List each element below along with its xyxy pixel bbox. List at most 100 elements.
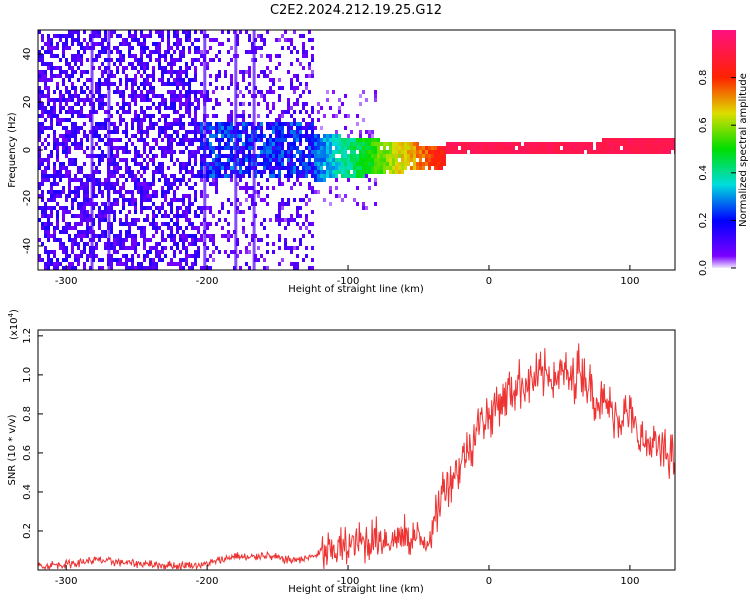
heatmap-cell — [89, 230, 92, 234]
heatmap-cell — [83, 114, 86, 118]
heatmap-cell — [260, 38, 263, 42]
heatmap-cell — [392, 158, 395, 162]
heatmap-cell — [86, 202, 89, 206]
heatmap-cell — [143, 258, 146, 262]
heatmap-cell — [83, 46, 86, 50]
heatmap-cell — [353, 162, 356, 166]
heatmap-cell — [125, 258, 128, 262]
heatmap-cell — [128, 106, 131, 110]
heatmap-cell — [179, 102, 182, 106]
heatmap-cell — [86, 42, 89, 46]
heatmap-cell — [71, 206, 74, 210]
heatmap-cell — [125, 178, 128, 182]
heatmap-cell — [128, 138, 131, 142]
heatmap-cell — [89, 214, 92, 218]
heatmap-cell — [587, 142, 590, 146]
heatmap-cell — [143, 70, 146, 74]
heatmap-cell — [341, 174, 344, 178]
heatmap-cell — [212, 38, 215, 42]
heatmap-cell — [110, 226, 113, 230]
heatmap-cell — [176, 110, 179, 114]
heatmap-cell — [284, 174, 287, 178]
heatmap-cell — [212, 258, 215, 262]
heatmap-cell — [440, 158, 443, 162]
heatmap-cell — [239, 114, 242, 118]
heatmap-cell — [293, 142, 296, 146]
heatmap-cell — [257, 126, 260, 130]
heatmap-cell — [119, 222, 122, 226]
heatmap-cell — [215, 162, 218, 166]
heatmap-cell — [68, 210, 71, 214]
heatmap-cell — [401, 166, 404, 170]
heatmap-cell — [86, 254, 89, 258]
heatmap-cell — [392, 146, 395, 150]
heatmap-cell — [56, 82, 59, 86]
heatmap-cell — [296, 214, 299, 218]
heatmap-cell — [140, 230, 143, 234]
heatmap-cell — [179, 106, 182, 110]
heatmap-cell — [161, 30, 164, 34]
heatmap-cell — [152, 114, 155, 118]
heatmap-cell — [56, 46, 59, 50]
heatmap-cell — [245, 262, 248, 266]
heatmap-cell — [245, 190, 248, 194]
heatmap-cell — [170, 122, 173, 126]
heatmap-cell — [173, 90, 176, 94]
heatmap-cell — [266, 138, 269, 142]
heatmap-cell — [269, 70, 272, 74]
heatmap-cell — [65, 90, 68, 94]
heatmap-cell — [200, 54, 203, 58]
heatmap-cell — [62, 98, 65, 102]
heatmap-cell — [104, 30, 107, 34]
heatmap-cell — [488, 142, 491, 146]
heatmap-cell — [230, 114, 233, 118]
heatmap-cell — [158, 110, 161, 114]
heatmap-cell — [584, 142, 587, 146]
heatmap-cell — [437, 158, 440, 162]
heatmap-cell — [317, 138, 320, 142]
heatmap-cell — [101, 38, 104, 42]
heatmap-cell — [272, 250, 275, 254]
heatmap-cell — [347, 142, 350, 146]
heatmap-cell — [221, 162, 224, 166]
heatmap-cell — [398, 154, 401, 158]
x-tick-label: -300 — [55, 276, 78, 287]
heatmap-cell — [173, 70, 176, 74]
heatmap-cell — [359, 142, 362, 146]
heatmap-cell — [95, 30, 98, 34]
heatmap-cell — [113, 154, 116, 158]
spectrogram-x-ticks: -300 -200 -100 0 100 — [55, 265, 639, 287]
heatmap-cell — [239, 134, 242, 138]
heatmap-cell — [419, 162, 422, 166]
heatmap-cell — [239, 162, 242, 166]
heatmap-cell — [218, 122, 221, 126]
heatmap-cell — [242, 174, 245, 178]
x-tick-label: 100 — [620, 276, 639, 287]
heatmap-cell — [596, 150, 599, 154]
heatmap-cell — [248, 122, 251, 126]
heatmap-cell — [101, 194, 104, 198]
heatmap-cell — [149, 266, 152, 270]
heatmap-cell — [56, 146, 59, 150]
heatmap-cell — [347, 114, 350, 118]
heatmap-cell — [47, 198, 50, 202]
heatmap-cell — [248, 66, 251, 70]
heatmap-cell — [236, 142, 239, 146]
heatmap-cell — [671, 138, 674, 142]
heatmap-cell — [278, 122, 281, 126]
heatmap-cell — [287, 202, 290, 206]
heatmap-cell — [122, 110, 125, 114]
heatmap-cell — [173, 138, 176, 142]
heatmap-cell — [632, 142, 635, 146]
heatmap-cell — [194, 70, 197, 74]
heatmap-cell — [302, 158, 305, 162]
heatmap-cell — [68, 134, 71, 138]
heatmap-cell — [74, 122, 77, 126]
heatmap-cell — [224, 166, 227, 170]
heatmap-cell — [314, 158, 317, 162]
heatmap-cell — [59, 242, 62, 246]
heatmap-cell — [38, 146, 41, 150]
heatmap-cell — [347, 178, 350, 182]
heatmap-cell — [236, 170, 239, 174]
heatmap-cell — [143, 230, 146, 234]
